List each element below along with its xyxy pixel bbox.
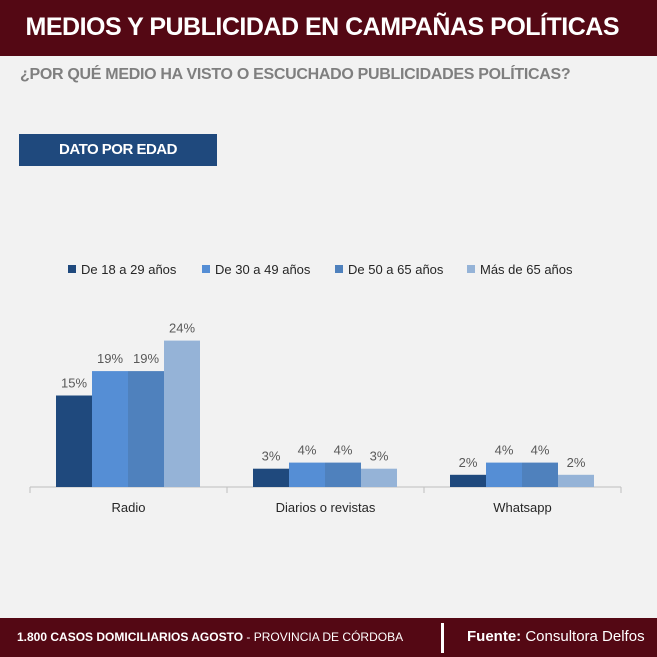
- data-label: 2%: [459, 455, 478, 470]
- source-name: Consultora Delfos: [521, 628, 645, 645]
- category-label: Radio: [112, 500, 146, 515]
- bar: [325, 462, 361, 487]
- bar: [361, 468, 397, 487]
- legend-label: De 30 a 49 años: [215, 262, 311, 277]
- data-label: 4%: [298, 443, 317, 458]
- legend-swatch: [335, 265, 343, 273]
- source-label: Fuente:: [467, 628, 522, 645]
- bar: [450, 474, 486, 487]
- footer-bar: 1.800 CASOS DOMICILIARIOS AGOSTO - PROVI…: [0, 618, 657, 657]
- question-subtitle: ¿POR QUÉ MEDIO HA VISTO O ESCUCHADO PUBL…: [20, 66, 571, 83]
- bar: [164, 340, 200, 487]
- data-label: 2%: [567, 455, 586, 470]
- legend-swatch: [202, 265, 210, 273]
- legend-label: De 18 a 29 años: [81, 262, 177, 277]
- header-bar: MEDIOS Y PUBLICIDAD EN CAMPAÑAS POLÍTICA…: [0, 0, 657, 56]
- data-label: 4%: [531, 443, 550, 458]
- bar: [128, 371, 164, 487]
- data-label: 24%: [169, 321, 195, 336]
- legend-swatch: [68, 265, 76, 273]
- bar: [253, 468, 289, 487]
- category-label: Diarios o revistas: [276, 500, 376, 515]
- bar: [486, 462, 522, 487]
- bar: [56, 395, 92, 487]
- cases-count: 1.800 CASOS DOMICILIARIOS AGOSTO: [17, 630, 244, 644]
- data-label: 19%: [133, 351, 159, 366]
- bar: [289, 462, 325, 487]
- data-label: 3%: [370, 449, 389, 464]
- cases-info: 1.800 CASOS DOMICILIARIOS AGOSTO - PROVI…: [17, 630, 403, 644]
- data-label: 19%: [97, 351, 123, 366]
- data-label: 15%: [61, 376, 87, 391]
- province: - PROVINCIA DE CÓRDOBA: [243, 630, 404, 644]
- data-label: 3%: [262, 449, 281, 464]
- page-title: MEDIOS Y PUBLICIDAD EN CAMPAÑAS POLÍTICA…: [25, 13, 620, 41]
- footer-divider: [441, 623, 444, 653]
- dato-por-edad-tab[interactable]: DATO POR EDAD: [19, 134, 217, 166]
- data-label: 4%: [334, 443, 353, 458]
- legend-swatch: [467, 265, 475, 273]
- bar: [558, 474, 594, 487]
- data-label: 4%: [495, 443, 514, 458]
- bar: [522, 462, 558, 487]
- source: Fuente: Consultora Delfos: [467, 628, 645, 645]
- bar: [92, 371, 128, 487]
- category-label: Whatsapp: [493, 500, 552, 515]
- legend-label: Más de 65 años: [480, 262, 573, 277]
- legend-label: De 50 a 65 años: [348, 262, 444, 277]
